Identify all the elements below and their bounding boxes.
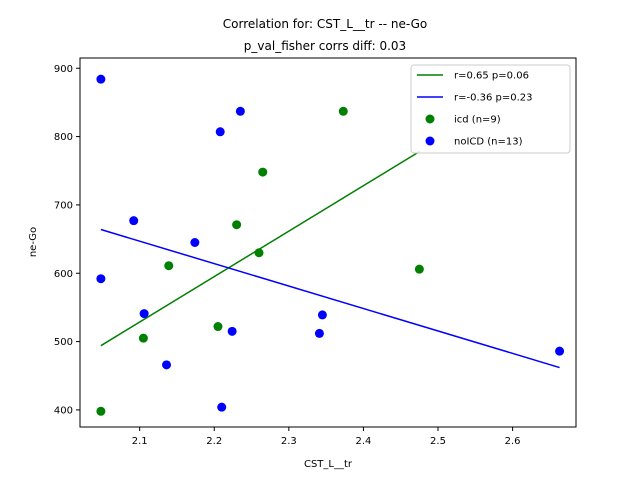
- data-point-s1-9: [235, 106, 245, 116]
- data-point-s1-3: [139, 309, 149, 319]
- legend-label-2: icd (n=9): [454, 115, 501, 126]
- data-point-s1-8: [227, 326, 237, 336]
- y-tick-label-1: 500: [54, 337, 73, 348]
- legend-label-1: r=-0.36 p=0.23: [454, 93, 533, 104]
- data-point-s1-2: [129, 216, 139, 226]
- data-point-s0-4: [232, 220, 242, 230]
- data-point-s0-8: [414, 264, 424, 274]
- data-point-s1-6: [215, 127, 225, 137]
- data-point-s1-7: [217, 402, 227, 412]
- y-tick-label-3: 700: [54, 200, 73, 211]
- chart-subtitle: p_val_fisher corrs diff: 0.03: [244, 39, 406, 53]
- x-tick-label-2: 2.3: [281, 436, 297, 447]
- x-tick-label-3: 2.4: [355, 436, 371, 447]
- legend-label-0: r=0.65 p=0.06: [454, 71, 529, 82]
- legend-label-3: noICD (n=13): [454, 137, 523, 148]
- data-point-s0-6: [258, 167, 268, 177]
- y-tick-label-5: 900: [54, 64, 73, 75]
- x-axis-label: CST_L__tr: [304, 459, 353, 470]
- fit-line-1: [100, 228, 560, 369]
- data-point-s0-0: [96, 406, 106, 416]
- x-tick-label-0: 2.1: [132, 436, 148, 447]
- data-points: [96, 74, 565, 416]
- data-point-s1-4: [162, 360, 172, 370]
- data-point-s0-7: [338, 106, 348, 116]
- data-point-s1-1: [96, 274, 106, 284]
- x-tick-label-4: 2.5: [430, 436, 446, 447]
- y-axis-label: ne-Go: [28, 227, 39, 257]
- legend-marker-3: [425, 136, 435, 146]
- data-point-s0-5: [254, 248, 264, 258]
- legend-marker-2: [425, 114, 435, 124]
- legend: r=0.65 p=0.06 r=-0.36 p=0.23 icd (n=9) noIC…: [410, 64, 571, 154]
- chart-title: Correlation for: CST_L__tr -- ne-Go: [223, 17, 427, 31]
- y-axis-ticks: 400 500 600 700 800 900: [54, 64, 80, 416]
- plot-area-frame: [79, 57, 577, 428]
- legend-frame: [410, 64, 571, 154]
- y-tick-label-4: 800: [54, 132, 73, 143]
- data-point-s0-2: [164, 261, 174, 271]
- data-point-s1-10: [314, 328, 324, 338]
- data-point-s1-5: [190, 238, 200, 247]
- data-point-s0-1: [138, 333, 148, 343]
- data-point-s0-3: [213, 322, 223, 332]
- y-tick-label-2: 600: [54, 269, 73, 280]
- data-point-s1-11: [317, 310, 327, 320]
- x-tick-label-5: 2.6: [505, 436, 521, 447]
- data-point-s1-12: [555, 346, 565, 356]
- x-axis-ticks: 2.1 2.2 2.3 2.4 2.5 2.6: [132, 427, 521, 447]
- y-tick-label-0: 400: [54, 405, 73, 416]
- data-point-s1-0: [96, 74, 106, 84]
- x-tick-label-1: 2.2: [206, 436, 222, 447]
